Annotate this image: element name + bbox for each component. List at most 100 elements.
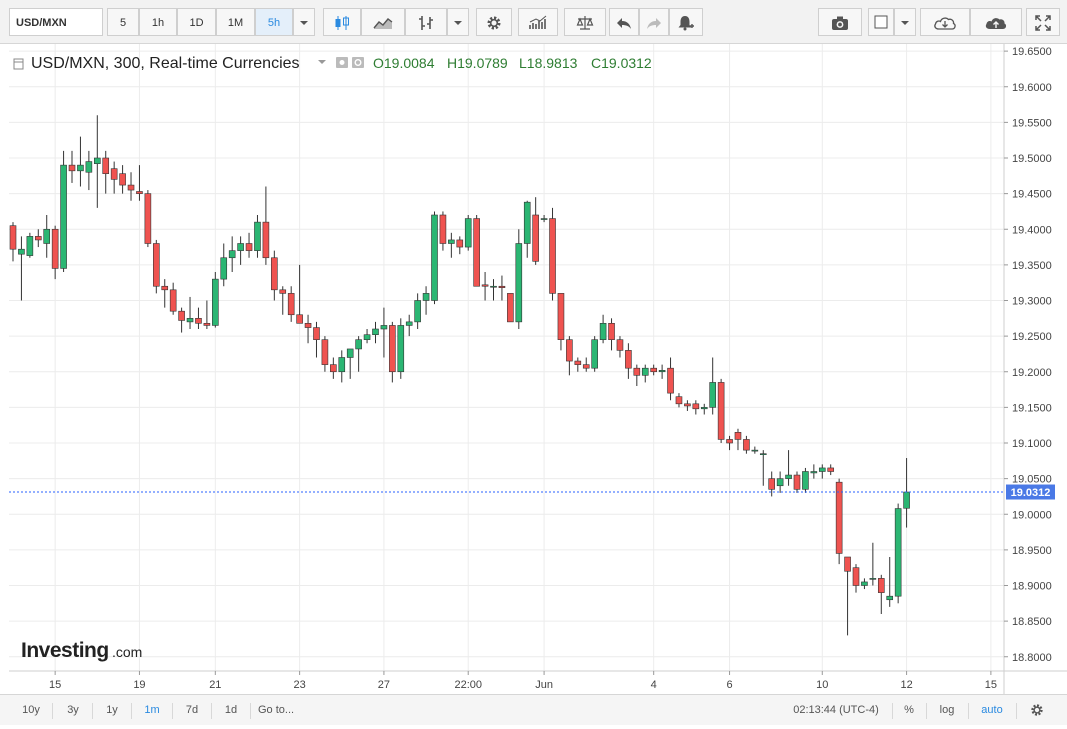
candle — [852, 564, 860, 593]
candle — [566, 336, 573, 376]
price-axis[interactable] — [1004, 44, 1067, 671]
candle — [785, 450, 792, 486]
time-tick-label: Jun — [535, 679, 553, 691]
candle-body-down — [119, 173, 126, 186]
candle-body-down — [313, 327, 320, 340]
snapshot-button[interactable] — [818, 8, 862, 36]
bottom-bar: 10y 3y 1y 1m 7d 1d Go to... 02:13:44 (UT… — [0, 694, 1067, 725]
bars-style-button[interactable] — [405, 8, 447, 36]
interval-5h[interactable]: 5h — [255, 8, 293, 36]
candle — [616, 336, 624, 358]
legend-title[interactable]: USD/MXN, 300, Real-time Currencies — [31, 55, 300, 72]
range-1y[interactable]: 1y — [106, 704, 118, 716]
redo-button[interactable] — [639, 8, 669, 36]
candle — [321, 336, 329, 372]
log-toggle[interactable]: log — [939, 704, 955, 716]
percent-toggle[interactable]: % — [904, 704, 914, 716]
candle-body-down — [498, 285, 506, 288]
candle-body-up — [414, 300, 421, 323]
candle — [844, 556, 851, 636]
candle-body-up — [355, 339, 362, 350]
candle — [802, 467, 809, 493]
price-chart[interactable]: 19.6500 19.6000 19.5500 19.5000 19.4500 19.40… — [9, 44, 1067, 694]
candle — [456, 236, 464, 255]
candle-body-down — [684, 403, 691, 407]
candle-body-down — [110, 168, 118, 180]
price-tick-label: 19.5000 — [1012, 153, 1052, 165]
chevron-down-icon[interactable] — [318, 60, 326, 64]
interval-5[interactable]: 5 — [107, 8, 139, 36]
range-1d[interactable]: 1d — [224, 704, 238, 716]
candle — [835, 478, 843, 565]
candle-body-up — [448, 239, 455, 244]
candle-body-down — [144, 193, 152, 244]
candle — [287, 286, 295, 322]
interval-dropdown[interactable] — [293, 8, 315, 36]
candle-body-up — [515, 243, 523, 323]
fullscreen-button[interactable] — [1026, 8, 1060, 36]
candle-body-down — [245, 243, 253, 251]
candle — [599, 314, 607, 344]
candle — [18, 236, 25, 301]
auto-toggle[interactable]: auto — [981, 704, 1003, 716]
load-layout-button[interactable] — [920, 8, 970, 36]
settings-button[interactable] — [476, 8, 512, 36]
candles-style-button[interactable] — [323, 8, 361, 36]
candle-body-down — [877, 578, 885, 593]
candle — [43, 215, 51, 258]
divider — [926, 703, 927, 719]
candle — [51, 225, 59, 280]
compare-button[interactable] — [564, 8, 606, 36]
undo-button[interactable] — [609, 8, 639, 36]
color-picker-button[interactable] — [868, 8, 894, 36]
candle — [414, 293, 421, 329]
alert-button[interactable] — [669, 8, 703, 36]
collapse-legend-icon[interactable] — [13, 58, 24, 70]
candle — [212, 272, 219, 328]
symbol-input[interactable]: USD/MXN — [9, 8, 103, 36]
interval-1h[interactable]: 1h — [139, 8, 177, 36]
range-1m[interactable]: 1m — [144, 704, 160, 716]
candle-body-down — [279, 289, 287, 294]
style-dropdown[interactable] — [447, 8, 469, 36]
chart-area[interactable]: 19.6500 19.6000 19.5500 19.5000 19.4500 19.40… — [9, 44, 1067, 694]
time-axis-labels: 15 19 21 23 27 22:00 Jun 4 6 10 12 15 — [49, 671, 997, 691]
gear-icon — [1031, 704, 1043, 716]
range-7d[interactable]: 7d — [185, 704, 199, 716]
gear-icon[interactable] — [352, 57, 364, 68]
candle — [431, 211, 438, 305]
candle-body-up — [77, 164, 84, 172]
price-tick-label: 19.4500 — [1012, 189, 1052, 201]
candle-body-up — [254, 221, 261, 251]
interval-1m[interactable]: 1M — [216, 8, 255, 36]
candle — [304, 314, 312, 344]
divider — [172, 703, 173, 719]
scales-icon — [576, 16, 594, 30]
save-layout-button[interactable] — [970, 8, 1022, 36]
range-10y[interactable]: 10y — [22, 704, 40, 716]
candle-body-up — [751, 449, 759, 452]
time-tick-label: 15 — [985, 679, 997, 691]
candle-body-down — [582, 364, 590, 369]
candle — [119, 165, 126, 194]
color-dropdown[interactable] — [894, 8, 916, 36]
candle-body-down — [827, 467, 835, 472]
candle-body-up — [94, 157, 101, 164]
candle-body-up — [490, 285, 497, 288]
candle-body-down — [127, 184, 135, 191]
candle — [26, 232, 34, 258]
candle — [861, 578, 868, 590]
indicators-button[interactable] — [518, 8, 558, 36]
candle-body-down — [136, 191, 143, 194]
area-style-button[interactable] — [361, 8, 405, 36]
interval-1d[interactable]: 1D — [177, 8, 216, 36]
axis-settings-button[interactable] — [1022, 695, 1052, 725]
candle-body-up — [220, 257, 228, 280]
goto-button[interactable]: Go to... — [258, 704, 295, 716]
candle-body-down — [439, 214, 447, 244]
range-3y[interactable]: 3y — [67, 704, 79, 716]
candle-body-up — [212, 278, 219, 326]
candle-body-up — [869, 578, 877, 580]
divider — [968, 703, 969, 719]
candle-body-down — [68, 164, 76, 172]
